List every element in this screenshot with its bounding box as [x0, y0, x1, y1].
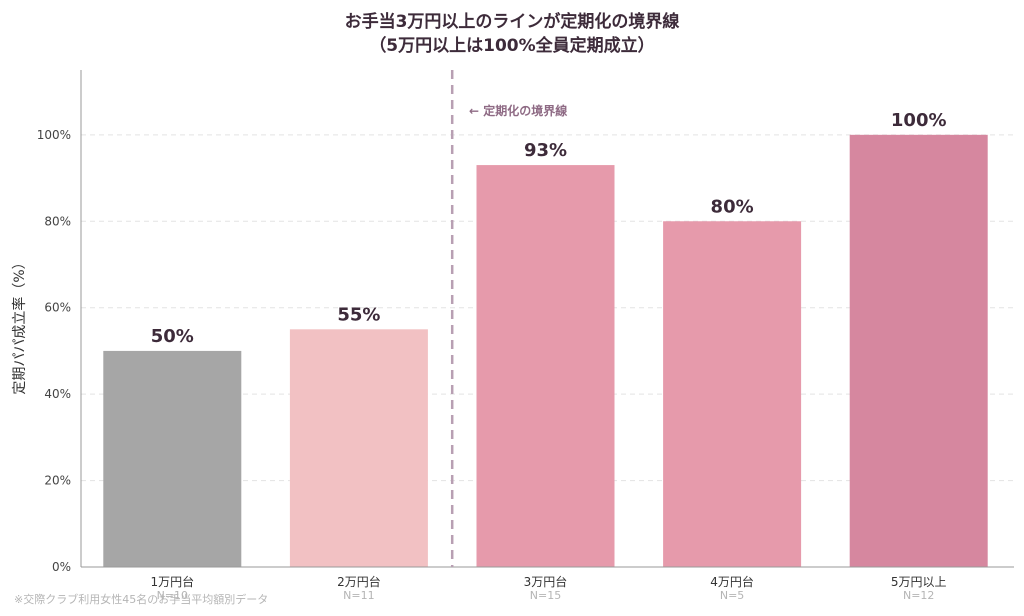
x-tick-label: 1万円台 [150, 574, 194, 589]
x-tick-label: 5万円以上 [891, 575, 947, 589]
boundary-annotation: ← 定期化の境界線 [469, 103, 567, 118]
y-tick-label: 100% [37, 128, 71, 142]
axes [80, 70, 1014, 568]
bar [103, 350, 242, 567]
bar-value-label: 93% [524, 140, 567, 161]
sample-size-label: N=15 [530, 589, 561, 602]
bars [103, 134, 988, 568]
sample-size-label: N=12 [903, 589, 934, 602]
y-tick-label: 40% [44, 387, 71, 401]
bar-value-label: 50% [151, 326, 194, 347]
y-tick-label: 80% [44, 214, 71, 228]
bar-value-label: 55% [337, 304, 380, 325]
y-tick-label: 0% [52, 560, 71, 574]
sample-size-label: N=11 [343, 589, 374, 602]
chart-subtitle: （5万円以上は100%全員定期成立） [369, 35, 654, 56]
y-tick-label: 20% [44, 474, 71, 488]
footnote: ※交際クラブ利用女性45名のお手当平均額別データ [14, 592, 268, 606]
bar [476, 165, 615, 568]
x-tick-label: 4万円台 [710, 574, 754, 589]
y-tick-label: 60% [44, 301, 71, 315]
bar [849, 134, 988, 567]
chart-title: お手当3万円以上のラインが定期化の境界線 [345, 11, 680, 32]
sample-size-label: N=5 [720, 589, 744, 602]
bar-value-label: 80% [711, 196, 754, 217]
sample-size-label: N=10 [157, 589, 188, 602]
x-tick-label: 2万円台 [337, 574, 381, 589]
bar [663, 221, 802, 567]
y-axis-label: 定期パパ成立率（%） [11, 255, 28, 394]
bar-value-label: 100% [891, 110, 947, 131]
x-tick-label: 3万円台 [524, 574, 568, 589]
bar [289, 329, 428, 567]
